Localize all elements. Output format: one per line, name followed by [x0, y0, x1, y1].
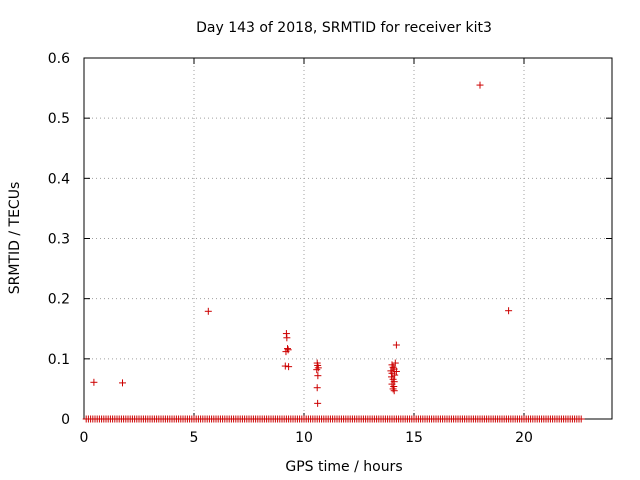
x-axis-title: GPS time / hours — [285, 459, 402, 475]
y-tick-label: 0.1 — [48, 352, 70, 368]
data-point — [391, 359, 399, 367]
data-point — [389, 385, 397, 393]
y-tick-label: 0.5 — [48, 111, 70, 127]
grid — [84, 58, 612, 419]
data-point — [392, 367, 400, 375]
data-point — [390, 387, 398, 395]
data-point — [313, 384, 321, 392]
x-tick-label: 5 — [190, 430, 199, 446]
data-point — [284, 345, 291, 353]
y-axis-title: SRMTID / TECUs — [7, 182, 23, 295]
data-points — [82, 81, 585, 423]
data-point — [281, 362, 289, 370]
data-point — [284, 346, 292, 354]
data-point — [314, 372, 322, 380]
data-point — [313, 366, 321, 374]
data-point-baseline — [577, 415, 585, 423]
x-tick-label: 0 — [80, 430, 89, 446]
y-tick-label: 0.4 — [48, 171, 70, 187]
data-point — [314, 399, 322, 407]
data-point — [204, 307, 212, 315]
data-point — [90, 378, 98, 386]
data-point — [476, 81, 484, 89]
data-point — [285, 363, 293, 371]
data-point — [119, 379, 126, 387]
data-point — [389, 363, 397, 371]
y-tick-label: 0.2 — [48, 292, 70, 308]
x-tick-label: 10 — [295, 430, 313, 446]
y-tick-label: 0 — [61, 412, 70, 428]
y-tick-label: 0.3 — [48, 232, 70, 248]
y-tick-label: 0.6 — [48, 51, 70, 67]
data-point — [392, 341, 400, 349]
data-point — [283, 334, 291, 342]
tick-labels: 0 5 10 15 20 0 0.1 0.2 0.3 0.4 0.5 0.6 — [48, 51, 533, 446]
data-point — [314, 364, 322, 372]
x-tick-label: 15 — [405, 430, 423, 446]
data-point — [391, 371, 399, 379]
data-point — [505, 307, 513, 315]
x-tick-label: 20 — [515, 430, 533, 446]
chart-title: Day 143 of 2018, SRMTID for receiver kit… — [196, 20, 492, 36]
